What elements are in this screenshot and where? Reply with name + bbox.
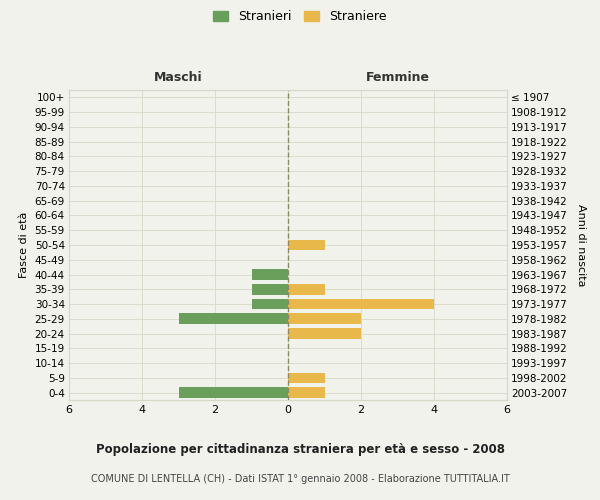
- Bar: [288, 240, 325, 250]
- Bar: [288, 314, 361, 324]
- Bar: [179, 314, 288, 324]
- Legend: Stranieri, Straniere: Stranieri, Straniere: [209, 6, 391, 26]
- Bar: [288, 388, 325, 398]
- Bar: [288, 284, 325, 294]
- Bar: [288, 328, 361, 339]
- Text: Maschi: Maschi: [154, 71, 203, 84]
- Y-axis label: Anni di nascita: Anni di nascita: [576, 204, 586, 286]
- Bar: [288, 298, 434, 310]
- Text: Femmine: Femmine: [365, 71, 430, 84]
- Bar: [179, 388, 288, 398]
- Bar: [251, 284, 288, 294]
- Text: Popolazione per cittadinanza straniera per età e sesso - 2008: Popolazione per cittadinanza straniera p…: [95, 442, 505, 456]
- Y-axis label: Fasce di età: Fasce di età: [19, 212, 29, 278]
- Bar: [288, 372, 325, 383]
- Text: COMUNE DI LENTELLA (CH) - Dati ISTAT 1° gennaio 2008 - Elaborazione TUTTITALIA.I: COMUNE DI LENTELLA (CH) - Dati ISTAT 1° …: [91, 474, 509, 484]
- Bar: [251, 298, 288, 310]
- Bar: [251, 269, 288, 280]
